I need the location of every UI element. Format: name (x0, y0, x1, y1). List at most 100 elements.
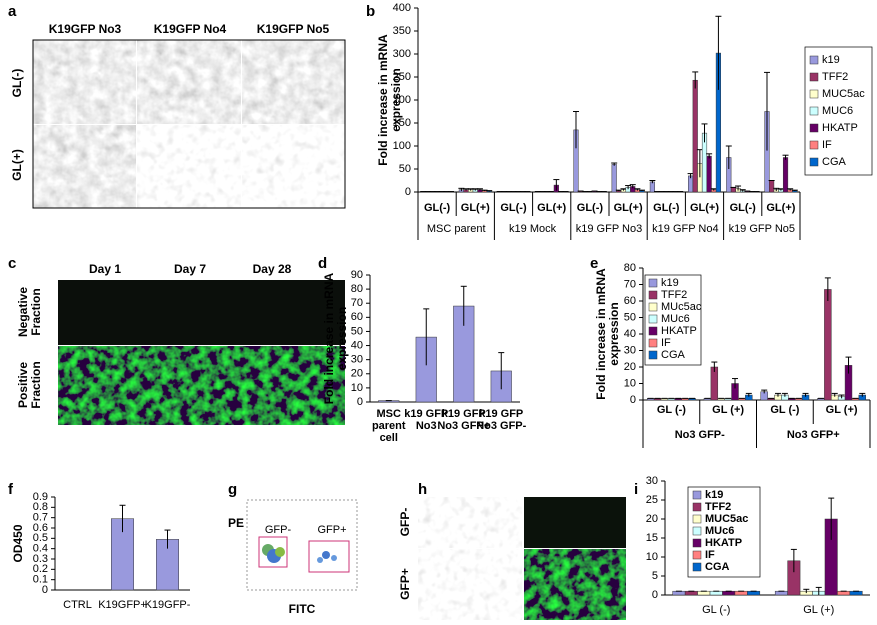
y-axis-label: OD450 (10, 524, 25, 563)
bar (697, 590, 711, 596)
bar (730, 187, 736, 193)
x-tick-label: MSC parent cell (371, 408, 406, 444)
bar (734, 590, 748, 596)
row-label: Positive Fraction (16, 361, 43, 409)
y-tick-label: 70 (351, 297, 363, 309)
legend-label: TFF2 (661, 289, 687, 301)
panel-label: e (590, 255, 598, 272)
y-tick-label: 25 (646, 494, 658, 506)
micrograph (33, 40, 136, 124)
legend-label: IF (705, 549, 715, 561)
x-tick-label: GL (+) (712, 404, 744, 416)
legend-label: IF (661, 337, 671, 349)
row-label-text: Negative Fraction (16, 286, 43, 338)
micrograph (137, 125, 241, 208)
column-header: Day 28 (253, 262, 292, 276)
y-tick-label: 30 (351, 354, 363, 366)
axis-label: FITC (289, 602, 316, 616)
bar (672, 590, 686, 596)
y-tick-label: 80 (624, 262, 636, 274)
x-tick-label: GL(-) (577, 202, 604, 214)
legend-swatch (692, 490, 702, 500)
x-tick-label: GL (+) (826, 404, 858, 416)
fluorescence-image (524, 497, 626, 548)
y-tick-label: 50 (351, 325, 363, 337)
y-tick-label: 20 (351, 368, 363, 380)
column-header: K19GFP No5 (257, 22, 330, 36)
panel-label: a (8, 3, 17, 20)
x-tick-label: GL(+) (537, 202, 566, 214)
legend-swatch (809, 123, 819, 133)
y-tick-label: 0.3 (33, 553, 48, 565)
row-label: Negative Fraction (16, 286, 43, 338)
y-tick-label: 0 (405, 186, 411, 198)
legend-swatch (648, 326, 658, 336)
group-label: MSC parent (427, 223, 486, 235)
bar (782, 157, 789, 193)
legend-swatch (692, 502, 702, 512)
y-tick-label: 0.7 (33, 512, 48, 524)
bar (824, 289, 832, 401)
legend-label: CGA (822, 156, 847, 168)
legend-swatch (809, 55, 819, 65)
panel-label: h (418, 481, 427, 498)
panel-label: d (318, 255, 327, 272)
y-tick-label: 100 (393, 140, 411, 152)
legend-swatch (692, 514, 702, 524)
bar (611, 164, 617, 193)
y-axis-label-box: Fold increase in mRNA expression (594, 268, 621, 399)
x-tick-label: GL (-) (702, 604, 730, 616)
event-cloud (331, 555, 337, 561)
panel-label: c (8, 255, 16, 272)
legend-swatch (809, 157, 819, 167)
event-cloud (275, 547, 285, 557)
x-tick-label-box: k19 GFP No3 GFP+ (437, 408, 490, 432)
y-tick-label: 40 (624, 328, 636, 340)
panel-label: b (366, 3, 375, 20)
gate-label: GFP- (265, 524, 292, 536)
y-axis-label-box: Fold increase in mRNA expression (376, 34, 403, 165)
group-label: No3 GFP- (675, 429, 725, 441)
y-tick-label: 150 (393, 117, 411, 129)
y-tick-label: 90 (351, 269, 363, 281)
legend-swatch (692, 562, 702, 572)
legend-label: k19 (822, 54, 840, 66)
y-tick-label: 20 (646, 513, 658, 525)
x-tick-label: GL(+) (690, 202, 719, 214)
y-tick-label: 60 (351, 311, 363, 323)
legend-label: TFF2 (822, 71, 848, 83)
fluorescence-image (58, 346, 345, 425)
legend-swatch (809, 106, 819, 116)
x-tick-label: GL (+) (803, 604, 834, 616)
legend-swatch (692, 526, 702, 536)
legend-label: TFF2 (705, 501, 731, 513)
row-label-text: Positive Fraction (16, 361, 43, 409)
row-label: GFP- (398, 508, 412, 537)
x-tick-label: k19 GFP No3 GFP- (476, 408, 527, 432)
legend-swatch (648, 314, 658, 324)
legend-label: HKATP (822, 122, 858, 134)
x-tick-label: GL(+) (766, 202, 795, 214)
event-cloud (322, 551, 330, 559)
axis-label: PE (228, 516, 244, 530)
bar (688, 175, 694, 193)
legend-label: MUc5ac (661, 301, 702, 313)
y-tick-label: 0.1 (33, 574, 48, 586)
group-label: k19 GFP No4 (652, 223, 718, 235)
legend-swatch (648, 290, 658, 300)
gate-label: GFP+ (317, 524, 346, 536)
y-tick-label: 80 (351, 283, 363, 295)
micrograph (137, 40, 241, 124)
y-tick-label: 0.6 (33, 522, 48, 534)
x-tick-label: GL(-) (424, 202, 451, 214)
y-axis-label-box: Fold increase in mRNA expression (322, 273, 349, 404)
legend-label: k19 (705, 489, 723, 501)
legend-swatch (809, 140, 819, 150)
x-tick-label: K19GFP+ (98, 599, 147, 611)
bar (849, 590, 863, 596)
legend-label: HKATP (705, 537, 742, 549)
x-tick-label: CTRL (63, 599, 92, 611)
bar (692, 79, 698, 193)
micrograph (418, 497, 522, 548)
x-tick-label: GL (-) (657, 404, 686, 416)
